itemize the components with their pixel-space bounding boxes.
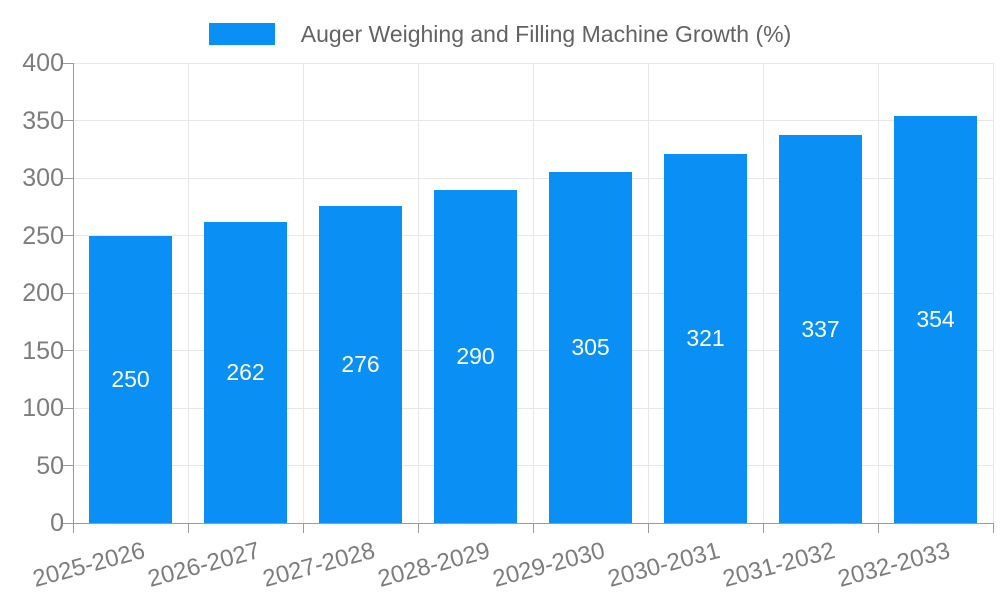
- bar[interactable]: 290: [434, 189, 517, 523]
- bar[interactable]: 354: [894, 115, 977, 523]
- legend-label: Auger Weighing and Filling Machine Growt…: [300, 20, 792, 47]
- y-axis-tick-label: 0: [50, 509, 64, 537]
- y-axis-tick-label: 100: [22, 394, 64, 422]
- x-gridline: [647, 63, 649, 523]
- y-axis-line: [72, 63, 74, 524]
- y-axis-tick: [63, 407, 73, 409]
- y-axis-tick: [63, 120, 73, 121]
- x-axis-line: [73, 522, 994, 524]
- y-axis-tick-label: 200: [22, 279, 64, 307]
- x-gridline: [187, 63, 189, 523]
- x-axis-category-label: 2028-2029: [374, 537, 493, 593]
- bar-value-label: 262: [226, 358, 265, 385]
- bar-value-label: 305: [571, 334, 610, 361]
- x-axis-category-label: 2031-2032: [719, 537, 838, 593]
- x-gridline: [302, 63, 304, 523]
- bar-value-label: 276: [341, 350, 380, 377]
- bar[interactable]: 276: [319, 205, 402, 523]
- bar[interactable]: 305: [549, 172, 632, 523]
- chart-legend[interactable]: Auger Weighing and Filling Machine Growt…: [0, 18, 1000, 50]
- bar[interactable]: 262: [204, 221, 287, 523]
- bar[interactable]: 321: [664, 153, 747, 523]
- x-axis-tick: [532, 523, 534, 533]
- x-axis-category-label: 2029-2030: [489, 537, 608, 593]
- bar-value-label: 321: [686, 324, 725, 351]
- y-axis-tick-label: 400: [22, 49, 64, 77]
- x-gridline: [417, 63, 419, 523]
- bar[interactable]: 337: [779, 135, 862, 523]
- x-axis-category-label: 2025-2026: [29, 537, 148, 593]
- y-axis-tick: [63, 465, 73, 466]
- x-axis-tick: [877, 523, 879, 533]
- legend-swatch: [208, 23, 275, 45]
- x-gridline: [762, 63, 764, 523]
- x-axis-category-label: 2030-2031: [604, 537, 723, 593]
- x-gridline: [992, 63, 994, 523]
- y-axis-tick: [63, 235, 73, 236]
- bar-value-label: 337: [801, 315, 840, 342]
- y-axis-tick-label: 350: [22, 106, 64, 135]
- y-axis-tick: [63, 522, 73, 524]
- y-axis-tick: [63, 292, 73, 294]
- x-axis-tick: [992, 523, 994, 533]
- x-axis-category-label: 2026-2027: [144, 537, 263, 593]
- y-axis-tick: [63, 62, 73, 64]
- y-axis-tick: [63, 177, 73, 179]
- x-gridline: [532, 63, 534, 523]
- x-axis-tick: [417, 523, 419, 533]
- x-axis-tick: [72, 523, 74, 533]
- x-gridline: [877, 63, 879, 523]
- y-axis-tick-label: 150: [22, 336, 64, 365]
- y-axis-tick-label: 300: [22, 164, 64, 192]
- x-axis-tick: [762, 523, 764, 533]
- y-axis-tick-label: 50: [36, 451, 64, 480]
- x-axis-tick: [647, 523, 649, 533]
- x-axis-tick: [302, 523, 304, 533]
- bar-value-label: 354: [916, 305, 955, 332]
- bar-value-label: 250: [111, 365, 150, 392]
- y-axis-tick-label: 250: [22, 221, 64, 250]
- x-axis-category-label: 2027-2028: [259, 537, 378, 593]
- x-axis-tick: [187, 523, 189, 533]
- y-axis-tick: [63, 350, 73, 351]
- x-axis-category-label: 2032-2033: [834, 537, 953, 593]
- bar[interactable]: 250: [89, 235, 172, 523]
- bar-value-label: 290: [456, 342, 495, 369]
